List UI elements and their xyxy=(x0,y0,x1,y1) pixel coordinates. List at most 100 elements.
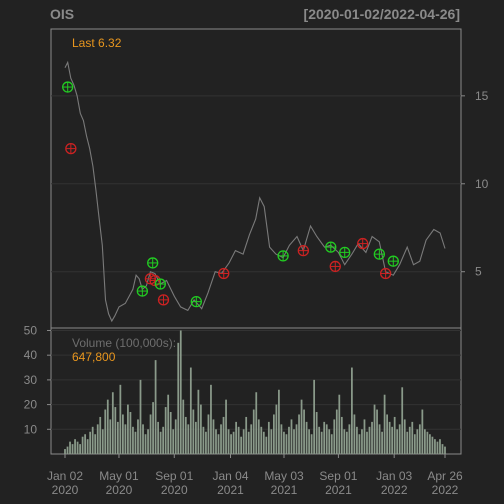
volume-bar xyxy=(174,419,177,454)
volume-bar xyxy=(315,412,318,454)
volume-bar xyxy=(288,426,290,454)
sell-signal xyxy=(379,267,392,280)
volume-bar xyxy=(124,424,127,454)
trade-signals xyxy=(62,81,399,308)
buy-signal xyxy=(387,255,399,267)
price-gridlines xyxy=(51,95,461,273)
volume-bar xyxy=(237,426,240,454)
buy-signal xyxy=(147,257,159,269)
x-tick-label-year: 2021 xyxy=(325,483,352,497)
price-y-tick-label: 15 xyxy=(475,89,489,103)
volume-bar xyxy=(132,426,134,454)
volume-bar xyxy=(265,436,268,454)
volume-bar xyxy=(230,434,232,454)
volume-bar xyxy=(345,431,348,454)
volume-bar xyxy=(184,416,187,454)
volume-bar xyxy=(275,404,278,454)
volume-bar xyxy=(182,399,185,454)
volume-bar xyxy=(200,404,202,454)
volume-y-tick-label: 40 xyxy=(24,348,38,362)
volume-bar xyxy=(381,431,383,454)
volume-bar xyxy=(272,414,275,454)
volume-bar xyxy=(114,407,117,454)
buy-signal xyxy=(339,246,351,259)
volume-bar xyxy=(439,439,441,454)
volume-bar xyxy=(187,424,190,454)
volume-bar xyxy=(353,414,356,454)
x-tick-label-year: 2020 xyxy=(161,483,188,497)
volume-bar xyxy=(429,434,431,454)
volume-bar xyxy=(79,444,81,454)
volume-bar xyxy=(401,387,404,454)
price-y-axis: 5 10 15 xyxy=(461,89,489,279)
volume-bar xyxy=(363,419,366,454)
volume-bar xyxy=(388,421,391,454)
volume-bar xyxy=(413,434,416,454)
volume-bar xyxy=(76,441,79,454)
volume-bar xyxy=(270,429,273,454)
volume-bar xyxy=(129,412,132,454)
volume-bar xyxy=(278,389,280,454)
volume-bar xyxy=(111,392,114,454)
chart-ticker: OIS xyxy=(50,6,74,22)
volume-bar xyxy=(320,431,323,454)
x-tick-label-date: Jan 03 xyxy=(376,469,412,483)
x-tick-label-year: 2022 xyxy=(432,483,459,497)
volume-bar xyxy=(94,434,97,454)
volume-bar xyxy=(227,429,230,454)
buy-signal xyxy=(136,285,148,297)
volume-bar xyxy=(310,434,313,454)
volume-bar xyxy=(418,424,421,454)
buy-signal xyxy=(154,278,166,290)
volume-bar xyxy=(441,444,444,454)
volume-bar xyxy=(285,434,288,454)
volume-bar xyxy=(177,342,180,454)
volume-bar xyxy=(280,424,283,454)
volume-bar xyxy=(106,399,109,454)
volume-bar xyxy=(101,429,104,454)
volume-bar xyxy=(436,441,439,454)
buy-signal xyxy=(62,81,74,93)
price-y-tick-label: 10 xyxy=(475,177,489,191)
volume-last-value: 647,800 xyxy=(72,350,116,364)
volume-bar xyxy=(104,409,107,454)
volume-bar xyxy=(81,436,84,454)
volume-bar xyxy=(308,429,310,454)
volume-bar xyxy=(391,426,394,454)
volume-bar xyxy=(267,421,270,454)
buy-signal xyxy=(325,241,337,253)
x-tick-label-date: Jan 04 xyxy=(212,469,248,483)
volume-bar xyxy=(119,384,122,454)
buy-signal xyxy=(190,295,202,308)
volume-bar xyxy=(393,416,396,454)
volume-bar xyxy=(396,429,399,454)
volume-bar xyxy=(366,431,368,454)
volume-bar xyxy=(86,439,89,454)
volume-bar xyxy=(411,421,414,454)
volume-bar xyxy=(84,434,87,454)
volume-bar xyxy=(383,394,386,454)
volume-bar xyxy=(303,409,305,454)
volume-bar xyxy=(426,431,429,454)
volume-bar xyxy=(361,429,363,454)
volume-bar xyxy=(423,429,426,454)
buy-signal xyxy=(277,250,289,262)
x-tick-label-date: Apr 26 xyxy=(427,469,463,483)
buy-signal xyxy=(373,248,385,260)
volume-bar xyxy=(91,426,94,454)
volume-bar xyxy=(222,416,225,454)
chart-date-range: [2020-01-02/2022-04-26] xyxy=(304,6,460,22)
volume-bar xyxy=(192,409,195,454)
volume-bar xyxy=(252,409,255,454)
volume-bar xyxy=(215,429,217,454)
volume-bar xyxy=(207,414,210,454)
volume-bar xyxy=(147,429,149,454)
volume-bar xyxy=(305,421,308,454)
volume-bar xyxy=(162,426,165,454)
volume-y-tick-label: 30 xyxy=(24,373,38,387)
volume-bar xyxy=(262,431,265,454)
volume-bar xyxy=(89,431,92,454)
volume-bar xyxy=(197,389,200,454)
volume-bar xyxy=(74,439,76,454)
